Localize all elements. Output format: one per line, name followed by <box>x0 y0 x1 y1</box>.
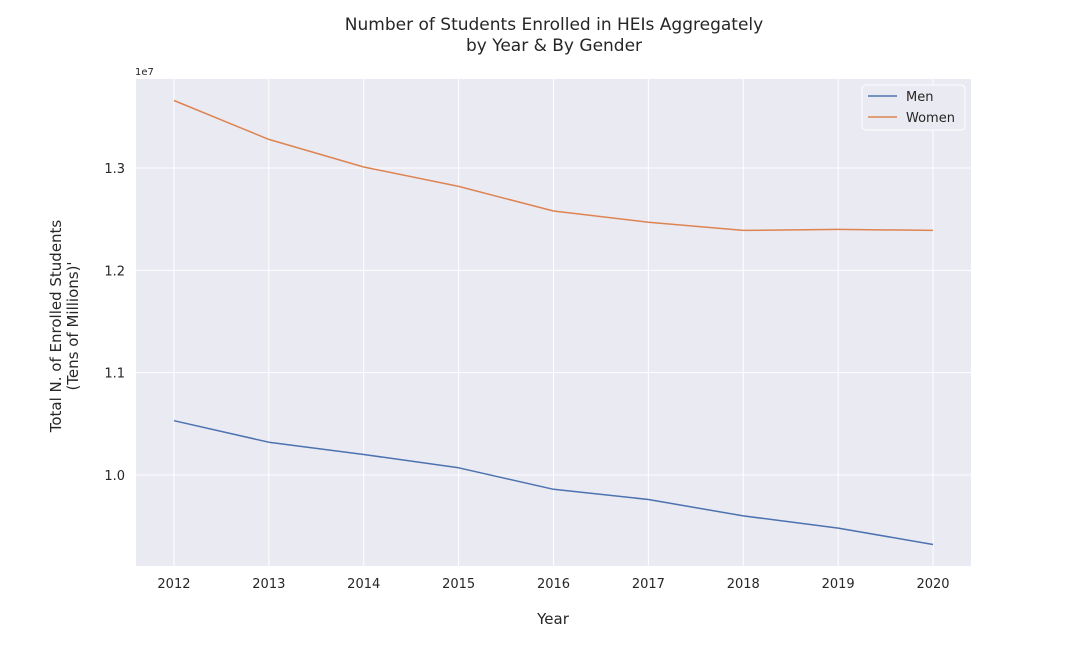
y-axis-offset-label: 1e7 <box>135 67 154 78</box>
y-axis-label: Total N. of Enrolled Students (Tens of M… <box>47 220 82 434</box>
chart-title-line-1: Number of Students Enrolled in HEIs Aggr… <box>345 15 763 35</box>
legend-label-men: Men <box>906 90 933 105</box>
x-axis-label: Year <box>536 610 570 628</box>
y-tick-label: 1.3 <box>104 162 125 177</box>
x-tick-label: 2013 <box>252 577 285 592</box>
y-tick-label: 1.1 <box>104 367 125 382</box>
series-line-women <box>173 99 934 232</box>
y-axis-label-line-1: Total N. of Enrolled Students <box>47 220 65 434</box>
x-tick-label: 2019 <box>822 577 855 592</box>
legend: Men Women <box>861 84 966 131</box>
series-line-men <box>173 419 934 546</box>
x-tick-label: 2020 <box>916 577 949 592</box>
x-tick-label: 2016 <box>537 577 570 592</box>
y-tick-labels: 1.0 1.1 1.2 1.3 <box>104 162 125 484</box>
x-tick-label: 2014 <box>347 577 380 592</box>
x-tick-label: 2018 <box>727 577 760 592</box>
x-tick-label: 2017 <box>632 577 665 592</box>
legend-label-women: Women <box>906 111 955 126</box>
chart-title-line-2: by Year & By Gender <box>466 36 642 56</box>
y-tick-label: 1.2 <box>104 264 125 279</box>
y-axis-label-line-2: (Tens of Millions)' <box>64 261 82 390</box>
series-lines <box>173 99 934 546</box>
x-tick-label: 2015 <box>442 577 475 592</box>
x-tick-label: 2012 <box>157 577 190 592</box>
x-tick-labels: 2012 2013 2014 2015 2016 2017 2018 2019 2020 <box>157 577 949 592</box>
grid-lines <box>136 79 971 566</box>
y-tick-label: 1.0 <box>104 469 125 484</box>
